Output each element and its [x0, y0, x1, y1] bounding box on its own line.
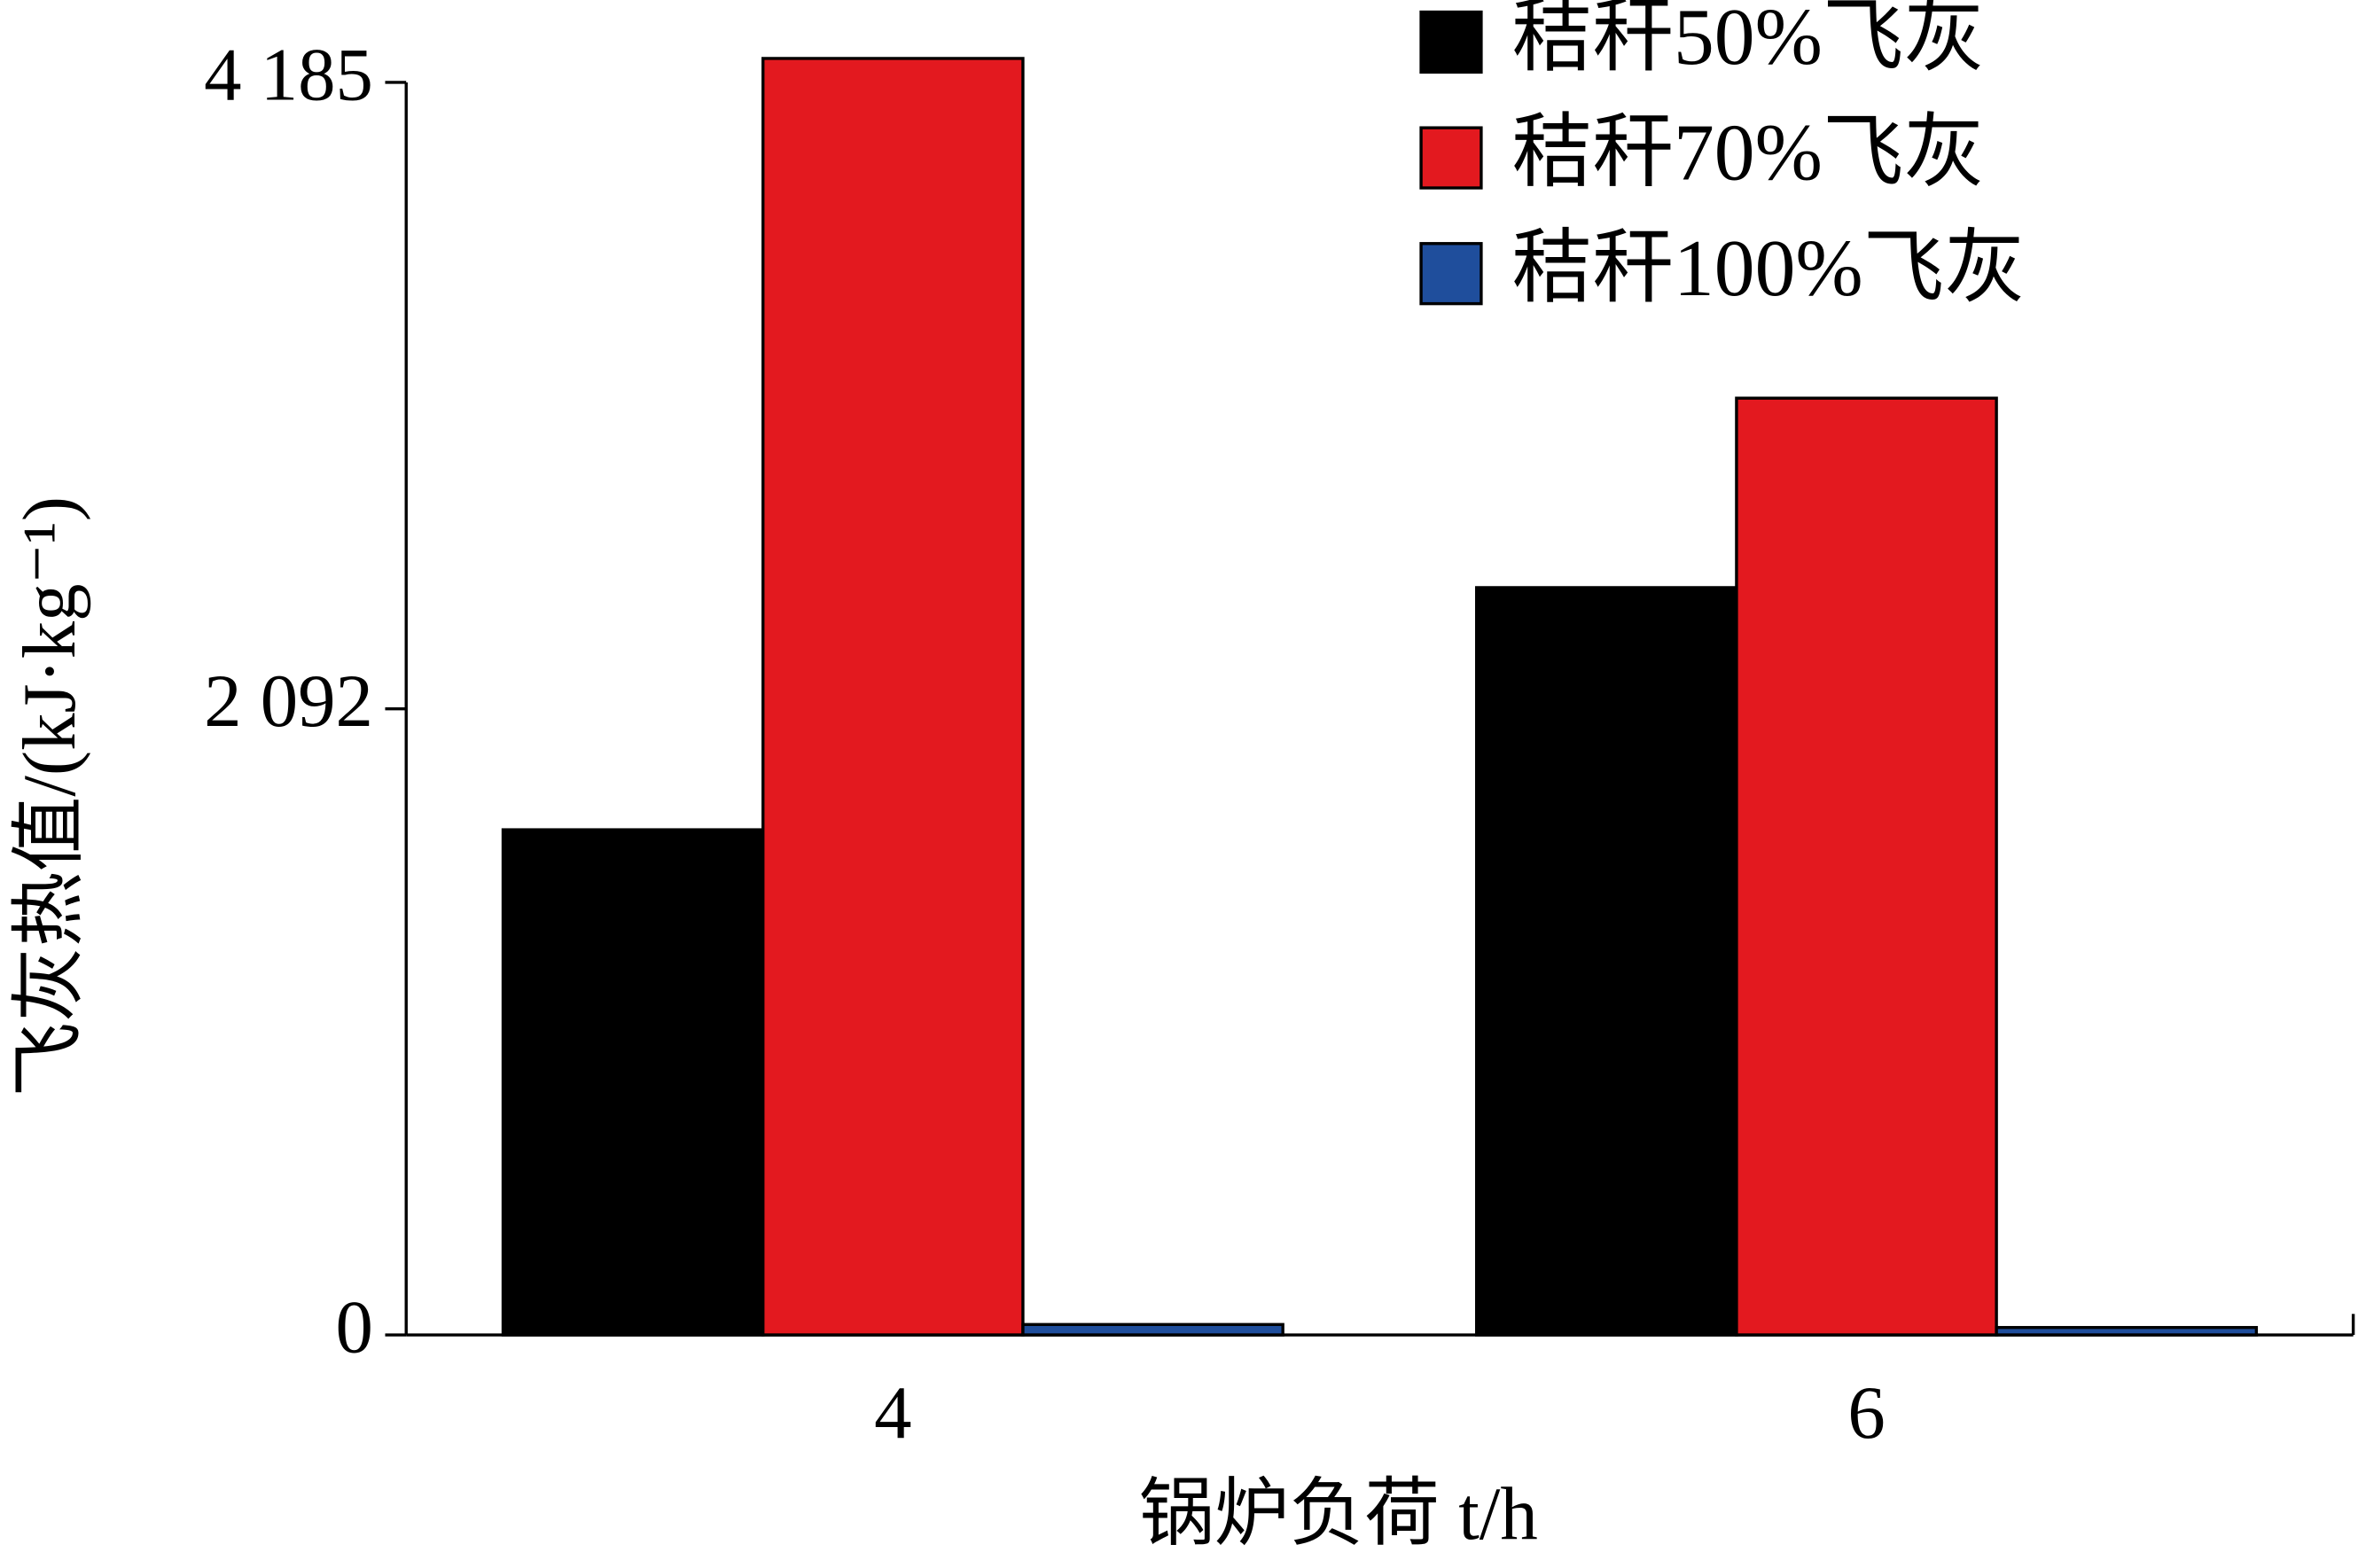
bar: [1021, 1322, 1284, 1337]
x-tick-label: 4: [874, 1371, 911, 1455]
bar: [761, 57, 1025, 1337]
bar: [1475, 586, 1738, 1337]
legend-swatch: [1419, 242, 1483, 306]
y-axis-label: 飞灰热值/(kJ·kg⁻¹): [8, 496, 91, 1097]
legend-swatch: [1419, 10, 1483, 74]
y-tick-label: 0: [336, 1286, 373, 1369]
y-tick-label: 4 185: [204, 33, 373, 116]
legend-label: 秸秆100%飞灰: [1511, 222, 2026, 313]
y-tick-label: 2 092: [204, 659, 373, 743]
legend-swatch: [1419, 126, 1483, 190]
x-tick-label: 6: [1847, 1371, 1885, 1455]
bar: [1735, 396, 1998, 1337]
x-axis-label: 锅炉负荷 t/h: [1139, 1472, 1538, 1556]
legend-label: 秸秆50%飞灰: [1511, 0, 1985, 82]
bar: [501, 828, 765, 1337]
legend-label: 秸秆70%飞灰: [1511, 106, 1985, 197]
